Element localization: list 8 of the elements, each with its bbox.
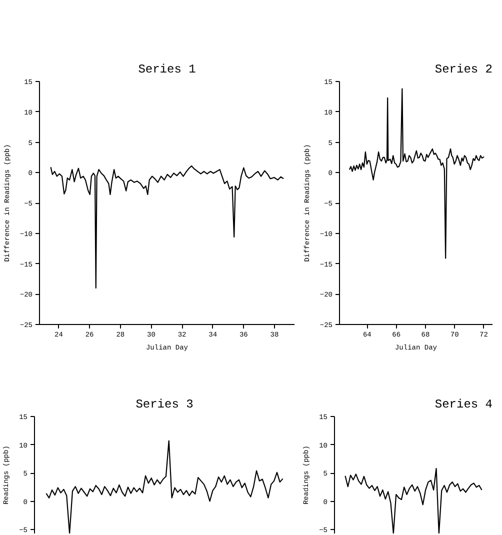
line-series [344,468,482,534]
chart-title: Series 4 [434,398,492,412]
chart-title: Series 2 [434,62,492,76]
line-series [50,165,284,289]
line-series [348,88,485,259]
chart-title: Series 3 [136,398,194,412]
line-series [46,440,284,534]
chart-title: Series 1 [138,62,196,76]
